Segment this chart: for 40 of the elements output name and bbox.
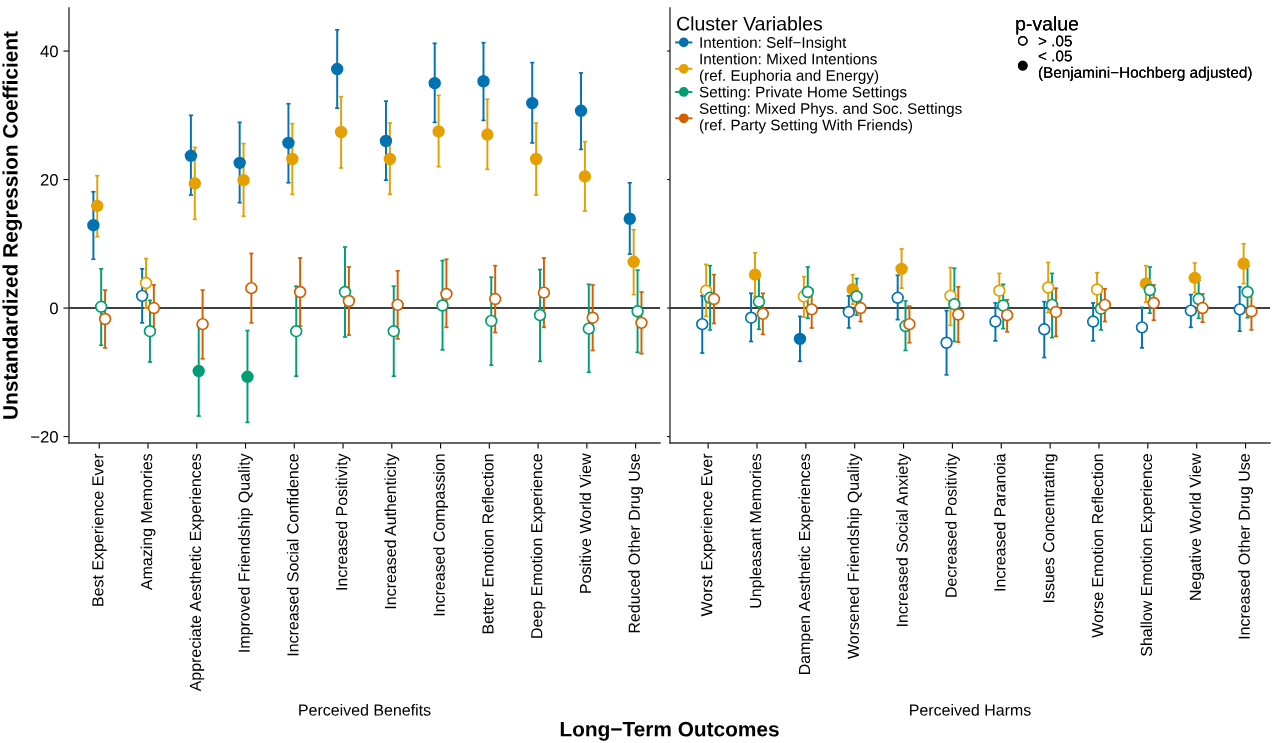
x-tick-label: Better Emotion Reflection bbox=[481, 454, 494, 634]
x-tick-label: Increased Other Drug Use bbox=[1238, 454, 1254, 639]
x-tick-label: Increased Positivity bbox=[335, 453, 351, 590]
x-tick-label: Best Experience Ever bbox=[91, 453, 107, 606]
x-tick-label: Unpleasant Memories bbox=[749, 453, 765, 608]
x-tick-label: Worst Experience Ever bbox=[700, 453, 716, 617]
legend-label: Setting: Private Home Settings bbox=[699, 86, 907, 101]
x-tick-label: Appreciate Aesthetic Experiences bbox=[189, 453, 205, 692]
legend-title: Cluster Variables bbox=[677, 16, 823, 31]
x-tick-label: Shallow Emotion Experience bbox=[1140, 454, 1156, 656]
y-tick-label: 0 bbox=[49, 302, 58, 315]
x-tick-label: Worse Emotion Reflection bbox=[1091, 454, 1104, 638]
x-tick-label: Increased Social Confidence bbox=[286, 454, 299, 656]
x-tick-label: Amazing Memories bbox=[140, 453, 156, 591]
text: Long−Term Outcomes bbox=[560, 721, 779, 741]
y-tick-label: −20 bbox=[31, 430, 58, 443]
legend-label: < .05 (Benjamini−Hochberg adjusted) bbox=[1038, 50, 1252, 81]
legend-label: Intention: Mixed Intentions (ref. Euphoria and Energy) bbox=[699, 53, 879, 84]
y-tick-label: 40 bbox=[40, 45, 58, 58]
x-tick-label: Increased Compassion bbox=[433, 454, 449, 616]
x-tick-label: Increased Authenticity bbox=[384, 453, 400, 609]
y-axis-title: Unstandardized Regression Coefficient bbox=[2, 31, 22, 419]
x-axis-title: Perceived Benefits bbox=[299, 704, 431, 716]
x-tick-label: Positive World View bbox=[579, 453, 592, 593]
x-tick-label: Improved Friendship Quality bbox=[238, 453, 253, 652]
legend-label: Intention: Self−Insight bbox=[700, 36, 847, 51]
legend-label: Setting: Mixed Phys. and Soc. Settings (ref. Party Setting With Friends) bbox=[699, 102, 962, 134]
x-tick-label: Negative World View bbox=[1189, 453, 1205, 600]
x-tick-label: Decreased Positivity bbox=[944, 453, 960, 597]
x-tick-label: Deep Emotion Experience bbox=[530, 454, 546, 638]
annotation: p-value bbox=[1016, 16, 1079, 35]
x-tick-label: Dampen Aesthetic Experiences bbox=[798, 453, 814, 675]
y-tick-label: 20 bbox=[40, 173, 58, 186]
x-tick-label: Reduced Other Drug Use bbox=[628, 454, 644, 633]
x-tick-label: Increased Social Anxiety bbox=[896, 453, 911, 626]
x-axis-title: Perceived Harms bbox=[910, 704, 1031, 716]
x-tick-label: Increased Paranoia bbox=[993, 453, 1006, 591]
legend-label: > .05 bbox=[1038, 35, 1072, 47]
x-tick-label: Worsened Friendship Quality bbox=[847, 453, 863, 660]
x-tick-label: Issues Concentrating bbox=[1042, 454, 1058, 602]
